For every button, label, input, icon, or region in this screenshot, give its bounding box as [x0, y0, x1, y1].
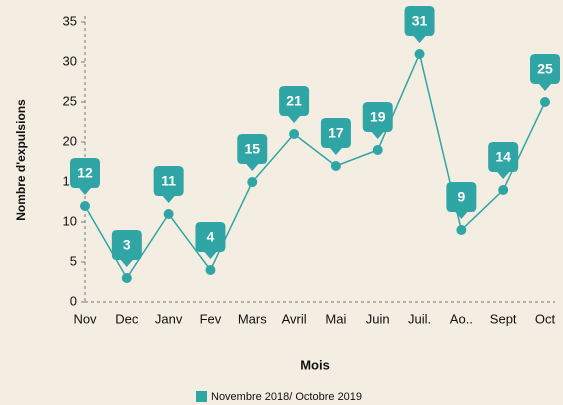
- data-label: 15: [244, 141, 260, 157]
- y-tick-label: 30: [63, 53, 77, 68]
- data-label: 11: [161, 173, 176, 189]
- callout: [237, 134, 268, 171]
- y-tick-label: 25: [63, 93, 77, 108]
- data-label: 17: [328, 125, 344, 141]
- callout: [488, 142, 519, 179]
- x-tick-label: Nov: [73, 311, 97, 326]
- x-tick-label: Janv: [155, 311, 183, 326]
- callout: [320, 118, 351, 155]
- callout: [279, 86, 310, 123]
- y-tick-label: 5: [70, 253, 77, 268]
- callout: [70, 158, 100, 195]
- callout: [446, 182, 477, 219]
- x-tick-label: Juil.: [408, 311, 431, 326]
- data-point: [372, 145, 383, 155]
- x-tick-label: Fev: [200, 311, 222, 326]
- data-label: 12: [77, 165, 93, 181]
- x-tick-label: Mai: [325, 311, 346, 326]
- y-tick-label: 0: [70, 293, 77, 308]
- x-axis-label: Mois: [300, 357, 330, 372]
- x-tick-label: Juin: [366, 311, 390, 326]
- x-tick-label: Oct: [535, 311, 556, 326]
- data-label: 21: [286, 93, 302, 109]
- data-label: 9: [457, 189, 465, 205]
- x-tick-label: Mars: [238, 311, 267, 326]
- x-tick-label: Avril: [282, 311, 307, 326]
- y-tick-label: 20: [63, 133, 77, 148]
- callout: [362, 102, 393, 139]
- data-label: 19: [370, 109, 386, 125]
- x-tick-label: Dec: [115, 311, 139, 326]
- callout: [153, 166, 184, 203]
- data-point: [498, 185, 509, 195]
- series-line: [84, 51, 546, 280]
- data-point: [330, 161, 341, 171]
- legend-swatch: [196, 391, 207, 402]
- x-tick-label: Ao..: [450, 311, 473, 326]
- data-point: [456, 225, 467, 235]
- data-label: 14: [495, 149, 511, 165]
- data-point: [205, 265, 216, 275]
- data-point: [80, 201, 90, 211]
- x-tick-label: Sept: [490, 311, 517, 326]
- y-axis-label: Nombre d'expulsions: [14, 99, 28, 221]
- data-point: [289, 129, 300, 139]
- legend-label: Novembre 2018/ Octobre 2019: [211, 391, 362, 403]
- callout: [111, 230, 142, 267]
- data-point: [163, 209, 174, 219]
- data-point: [247, 177, 258, 187]
- data-point: [540, 97, 550, 107]
- data-label: 4: [207, 229, 215, 245]
- data-label: 3: [123, 237, 131, 253]
- data-point: [414, 49, 425, 59]
- callout: [530, 54, 560, 91]
- data-label: 25: [537, 61, 553, 77]
- y-tick-label: 35: [63, 13, 77, 28]
- callout: [404, 6, 435, 43]
- data-point: [121, 273, 132, 283]
- data-label: 31: [412, 13, 428, 29]
- callout: [195, 222, 226, 259]
- y-tick-label: 10: [63, 213, 77, 228]
